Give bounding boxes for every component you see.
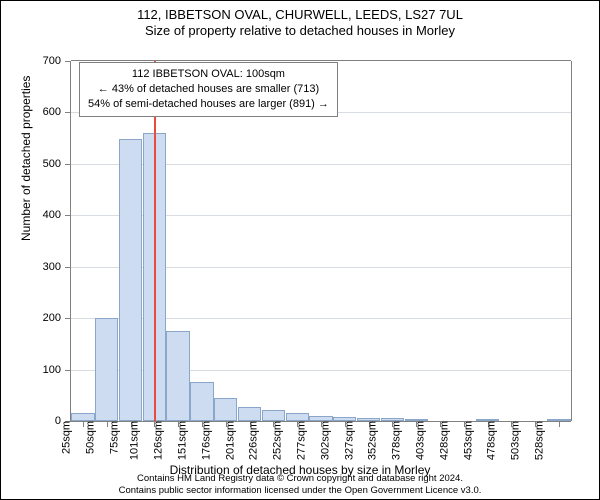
y-tick-label: 200 bbox=[43, 312, 61, 324]
y-tick-label: 300 bbox=[43, 261, 61, 273]
x-tick-label: 428sqm bbox=[438, 421, 450, 460]
x-tick-label: 302sqm bbox=[319, 421, 331, 460]
y-tick-label: 100 bbox=[43, 364, 61, 376]
y-tick-label: 500 bbox=[43, 158, 61, 170]
y-tick-mark bbox=[65, 318, 71, 319]
annotation-box: 112 IBBETSON OVAL: 100sqm ← 43% of detac… bbox=[79, 62, 338, 117]
y-tick-label: 600 bbox=[43, 106, 61, 118]
x-tick-label: 25sqm bbox=[60, 421, 72, 454]
top-axis-line bbox=[71, 60, 571, 61]
x-tick-label: 226sqm bbox=[248, 421, 260, 460]
x-tick-label: 176sqm bbox=[200, 421, 212, 460]
y-axis-line bbox=[70, 61, 71, 421]
title-block: 112, IBBETSON OVAL, CHURWELL, LEEDS, LS2… bbox=[1, 1, 599, 40]
histogram-bar bbox=[286, 413, 309, 421]
footer: Contains HM Land Registry data © Crown c… bbox=[1, 473, 599, 497]
x-tick-label: 277sqm bbox=[295, 421, 307, 460]
y-tick-mark bbox=[65, 215, 71, 216]
x-tick-label: 378sqm bbox=[391, 421, 403, 460]
x-tick-label: 403sqm bbox=[414, 421, 426, 460]
x-tick-label: 352sqm bbox=[367, 421, 379, 460]
histogram-bar bbox=[119, 139, 142, 421]
x-tick-label: 151sqm bbox=[176, 421, 188, 460]
title-address: 112, IBBETSON OVAL, CHURWELL, LEEDS, LS2… bbox=[1, 7, 599, 23]
chart-container: 112, IBBETSON OVAL, CHURWELL, LEEDS, LS2… bbox=[0, 0, 600, 500]
x-tick-label: 50sqm bbox=[84, 421, 96, 454]
y-tick-label: 700 bbox=[43, 55, 61, 67]
histogram-bar bbox=[95, 318, 118, 421]
x-tick-label: 252sqm bbox=[272, 421, 284, 460]
x-tick-label: 478sqm bbox=[486, 421, 498, 460]
x-tick-label: 528sqm bbox=[534, 421, 546, 460]
x-tick-label: 201sqm bbox=[224, 421, 236, 460]
annotation-line: 112 IBBETSON OVAL: 100sqm bbox=[88, 67, 329, 82]
y-tick-mark bbox=[65, 112, 71, 113]
histogram-bar bbox=[71, 413, 94, 421]
x-tick-label: 503sqm bbox=[510, 421, 522, 460]
y-tick-mark bbox=[65, 61, 71, 62]
x-tick-label: 101sqm bbox=[129, 421, 141, 460]
annotation-line: 54% of semi-detached houses are larger (… bbox=[88, 97, 329, 112]
footer-line: Contains public sector information licen… bbox=[1, 485, 599, 497]
right-axis-line bbox=[571, 61, 572, 421]
histogram-bar bbox=[214, 398, 237, 421]
x-tick-label: 327sqm bbox=[343, 421, 355, 460]
x-tick-label: 453sqm bbox=[462, 421, 474, 460]
y-tick-label: 400 bbox=[43, 209, 61, 221]
footer-line: Contains HM Land Registry data © Crown c… bbox=[1, 473, 599, 485]
y-tick-mark bbox=[65, 267, 71, 268]
title-subtitle: Size of property relative to detached ho… bbox=[1, 23, 599, 39]
histogram-bar bbox=[166, 331, 189, 421]
histogram-bar bbox=[190, 382, 213, 421]
annotation-line: ← 43% of detached houses are smaller (71… bbox=[88, 82, 329, 97]
y-axis-label: Number of detached properties bbox=[19, 76, 33, 241]
y-tick-mark bbox=[65, 164, 71, 165]
x-tick-label: 126sqm bbox=[153, 421, 165, 460]
x-tick-label: 75sqm bbox=[108, 421, 120, 454]
x-tick-mark bbox=[559, 421, 560, 427]
y-tick-mark bbox=[65, 370, 71, 371]
histogram-bar bbox=[238, 407, 261, 421]
histogram-bar bbox=[262, 410, 285, 421]
